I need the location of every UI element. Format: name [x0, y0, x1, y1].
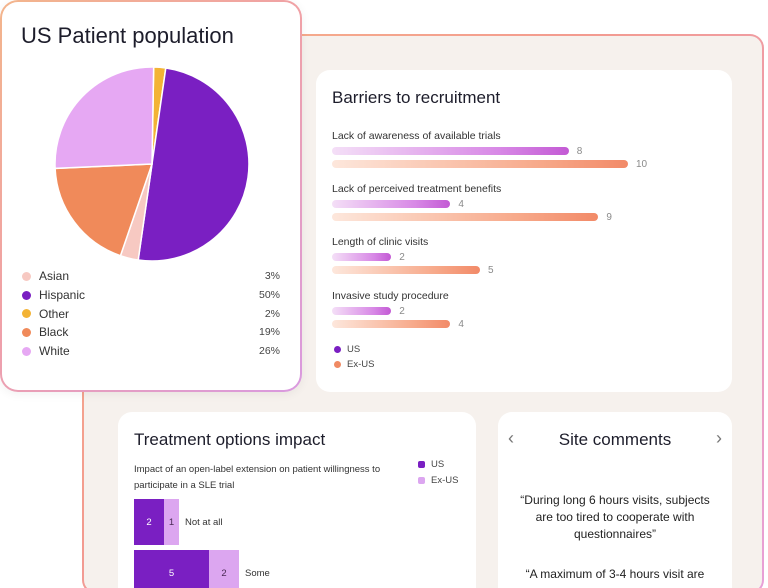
legend-us-label: US — [347, 344, 361, 355]
pie-legend-item-black: Black 19% — [22, 323, 280, 342]
legend-value: 50% — [258, 289, 280, 302]
barrier-bar-us — [332, 253, 392, 261]
treatment-description: Impact of an open-label extension on pat… — [134, 464, 381, 491]
legend-exus-marker — [334, 361, 341, 368]
treatment-legend-us-label: US — [431, 459, 445, 470]
pie-slice-white — [54, 66, 155, 170]
legend-value: 19% — [258, 326, 280, 339]
treatment-segment-us: 5 — [134, 550, 209, 588]
pie-slice-black — [54, 163, 154, 257]
legend-exus: Ex-US — [334, 359, 374, 370]
legend-us: US — [334, 344, 360, 355]
treatment-card: Treatment options impact Impact of an op… — [118, 412, 476, 588]
barrier-bar-value: 5 — [488, 264, 494, 276]
chevron-left-icon[interactable]: ‹ — [508, 428, 514, 448]
barrier-bar-us — [332, 307, 392, 315]
legend-value: 2% — [264, 307, 280, 320]
barrier-bar-row: 2 — [332, 305, 464, 317]
legend-label: Asian — [39, 269, 70, 284]
barrier-bar-value: 8 — [576, 145, 583, 157]
barrier-bar-exus — [332, 213, 599, 221]
barrier-bar-us — [332, 200, 451, 208]
treatment-legend-exus: Ex-US — [418, 475, 458, 486]
barrier-label: Lack of awareness of available trials — [332, 130, 501, 142]
legend-marker — [22, 309, 31, 319]
legend-value: 3% — [264, 270, 280, 283]
treatment-segment-exus: 2 — [209, 550, 239, 588]
barrier-group: Invasive study procedure 2 4 — [332, 290, 464, 330]
site-comment-quote: “A maximum of 3-4 hours visit are — [525, 567, 705, 581]
barrier-bar-exus — [332, 320, 451, 328]
pie-legend-item-other: Other 2% — [22, 304, 280, 323]
barrier-bar-value: 10 — [636, 158, 648, 170]
treatment-legend-us: US — [418, 459, 444, 470]
pie-chart — [54, 66, 250, 262]
legend-us-marker — [334, 346, 341, 353]
chevron-right-icon[interactable]: › — [716, 428, 722, 448]
legend-label: White — [39, 344, 70, 359]
treatment-category-label: Not at all — [185, 516, 223, 528]
barrier-bar-exus — [332, 266, 480, 274]
legend-label: Hispanic — [39, 288, 86, 303]
pie-legend-item-hispanic: Hispanic 50% — [22, 286, 280, 305]
us-patient-population-card: US Patient population Asian 3% Hispanic 50%… — [0, 0, 302, 392]
treatment-category-label: Some — [245, 567, 270, 579]
legend-marker — [22, 290, 31, 300]
barrier-bar-value: 4 — [458, 198, 464, 210]
legend-marker — [22, 346, 31, 356]
barrier-bar-row: 4 — [332, 198, 612, 210]
barrier-group: Lack of perceived treatment benefits 4 9 — [332, 183, 612, 223]
barrier-bar-value: 2 — [399, 251, 405, 263]
barrier-bar-exus — [332, 160, 628, 168]
barrier-bar-row: 9 — [332, 211, 612, 223]
barriers-card: Barriers to recruitment Lack of awarenes… — [316, 70, 732, 392]
treatment-title: Treatment options impact — [134, 430, 326, 449]
barrier-group: Lack of awareness of available trials 8 10 — [332, 130, 648, 170]
site-comments-title: Site comments — [558, 430, 672, 449]
treatment-segment-us: 2 — [134, 499, 164, 545]
barrier-bar-row: 8 — [332, 145, 647, 157]
pie-card-body: US Patient population Asian 3% Hispanic 50%… — [2, 2, 300, 390]
legend-label: Other — [39, 306, 70, 321]
barriers-title: Barriers to recruitment — [332, 88, 501, 107]
barrier-label: Lack of perceived treatment benefits — [332, 183, 502, 195]
legend-exus-label: Ex-US — [347, 359, 375, 370]
barrier-bar-value: 2 — [399, 305, 405, 317]
legend-marker — [22, 327, 31, 337]
barrier-bar-row: 4 — [332, 318, 464, 330]
barrier-label: Invasive study procedure — [332, 290, 449, 302]
treatment-legend-exus-marker — [418, 477, 425, 484]
barrier-bar-row: 5 — [332, 264, 494, 276]
legend-label: Black — [39, 325, 69, 340]
treatment-legend-exus-label: Ex-US — [431, 475, 459, 486]
pie-slice-hispanic — [137, 67, 250, 262]
barrier-group: Length of clinic visits 2 5 — [332, 236, 494, 276]
barrier-bar-value: 9 — [606, 211, 612, 223]
pie-title: US Patient population — [21, 23, 234, 48]
legend-marker — [22, 271, 31, 281]
treatment-stack: 2 1 Not at all — [134, 499, 223, 545]
legend-value: 26% — [258, 345, 280, 358]
site-comments-card: ‹ Site comments › “During long 6 hours v… — [498, 412, 732, 588]
pie-legend-item-asian: Asian 3% — [22, 267, 280, 286]
barrier-bar-us — [332, 147, 569, 155]
pie-legend: Asian 3% Hispanic 50% Other 2% Black 19% White 26… — [22, 267, 280, 360]
barrier-bar-row: 10 — [332, 158, 648, 170]
treatment-legend-us-marker — [418, 461, 425, 468]
barrier-bar-row: 2 — [332, 251, 494, 263]
pie-legend-item-white: White 26% — [22, 342, 280, 361]
treatment-segment-exus: 1 — [164, 499, 179, 545]
site-comment-quote: “During long 6 hours visits, subjects ar… — [520, 493, 710, 541]
barrier-bar-value: 4 — [458, 318, 464, 330]
treatment-stack: 5 2 Some — [134, 550, 270, 588]
barrier-label: Length of clinic visits — [332, 236, 429, 248]
